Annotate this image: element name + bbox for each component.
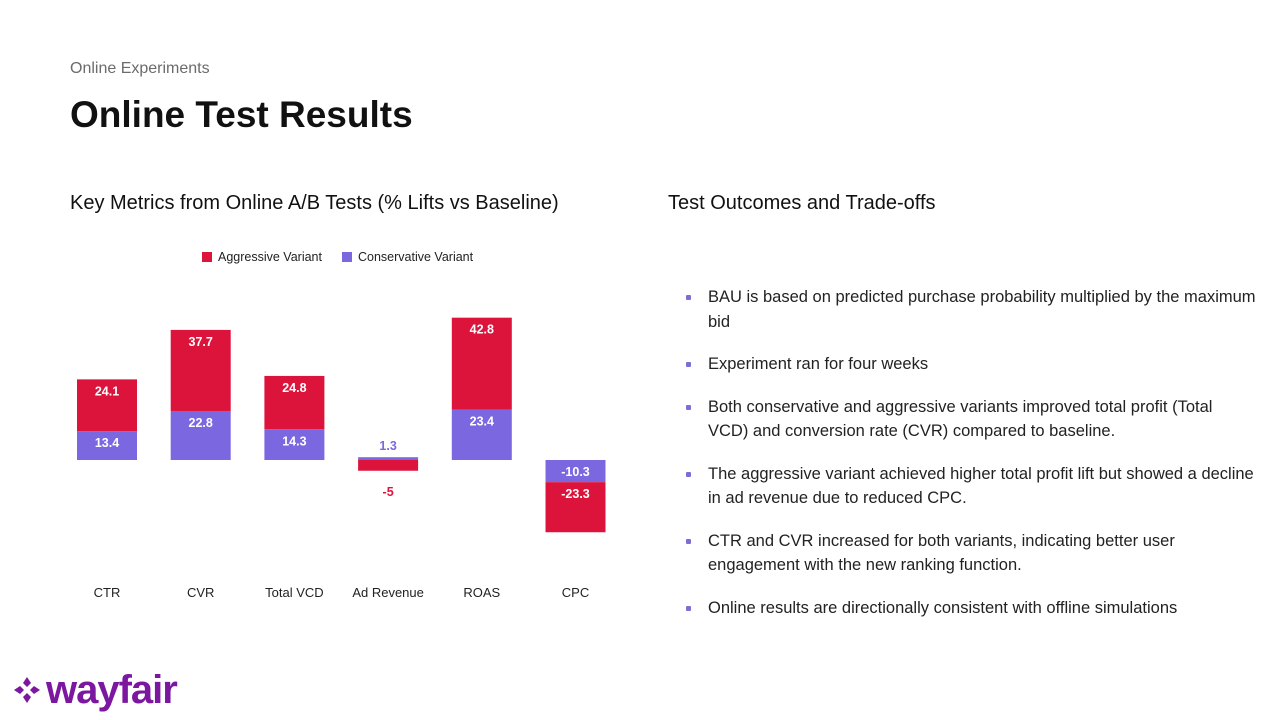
- outcome-item: Both conservative and aggressive variant…: [686, 395, 1256, 444]
- legend-label: Aggressive Variant: [218, 250, 323, 264]
- bar: [170, 329, 231, 411]
- category-label: Ad Revenue: [352, 585, 424, 600]
- category-label: ROAS: [463, 585, 500, 600]
- wayfair-logo-icon: [14, 677, 40, 703]
- outcome-item: Experiment ran for four weeks: [686, 352, 1256, 377]
- category-label: CPC: [562, 585, 589, 600]
- data-label: -10.3: [561, 465, 590, 479]
- data-label: 24.8: [282, 381, 306, 395]
- bullet-icon: [686, 362, 691, 367]
- legend-label: Conservative Variant: [358, 250, 474, 264]
- data-label: 13.4: [95, 436, 119, 450]
- bar: [451, 409, 512, 460]
- bar: [451, 317, 512, 410]
- key-metrics-chart: Aggressive Variant Conservative Variant 13…: [77, 250, 606, 600]
- outcome-item: The aggressive variant achieved higher t…: [686, 462, 1256, 511]
- bar: [77, 431, 137, 460]
- legend-swatch: [342, 252, 352, 262]
- chart-section-title: Key Metrics from Online A/B Tests (% Lif…: [70, 192, 559, 214]
- data-label: 42.8: [470, 323, 494, 337]
- data-label: -5: [383, 485, 394, 499]
- bar: [264, 429, 325, 460]
- bullet-icon: [686, 404, 691, 410]
- bar: [545, 460, 606, 483]
- legend-swatch: [202, 252, 212, 262]
- bar: [545, 482, 606, 533]
- data-label: 22.8: [189, 416, 213, 430]
- wayfair-logo-text: wayfair: [46, 668, 178, 712]
- outcomes-list: BAU is based on predicted purchase proba…: [686, 285, 1256, 638]
- bullet-icon: [686, 605, 691, 611]
- data-label: 37.7: [189, 335, 213, 349]
- data-label: 14.3: [282, 434, 306, 448]
- bar: [264, 375, 325, 430]
- category-label: CVR: [187, 585, 214, 600]
- data-label: 1.3: [379, 439, 396, 453]
- data-label: 24.1: [95, 384, 119, 398]
- outcome-item: CTR and CVR increased for both variants,…: [686, 529, 1256, 578]
- outcome-item: BAU is based on predicted purchase proba…: [686, 285, 1256, 334]
- bullet-icon: [686, 538, 691, 544]
- bar: [170, 410, 231, 460]
- bullet-icon: [686, 471, 691, 477]
- category-label: CTR: [94, 585, 121, 600]
- outcomes-section-title: Test Outcomes and Trade-offs: [668, 192, 936, 214]
- bullet-icon: [686, 295, 691, 300]
- category-label: Total VCD: [265, 585, 324, 600]
- bar: [358, 457, 419, 460]
- kicker: Online Experiments: [70, 60, 210, 77]
- wayfair-logo: wayfair: [12, 668, 178, 712]
- page-title: Online Test Results: [70, 94, 413, 135]
- bar: [77, 379, 137, 432]
- bar: [358, 460, 419, 471]
- data-label: 23.4: [470, 415, 494, 429]
- data-label: -23.3: [561, 487, 590, 501]
- outcome-item: Online results are directionally consist…: [686, 596, 1256, 621]
